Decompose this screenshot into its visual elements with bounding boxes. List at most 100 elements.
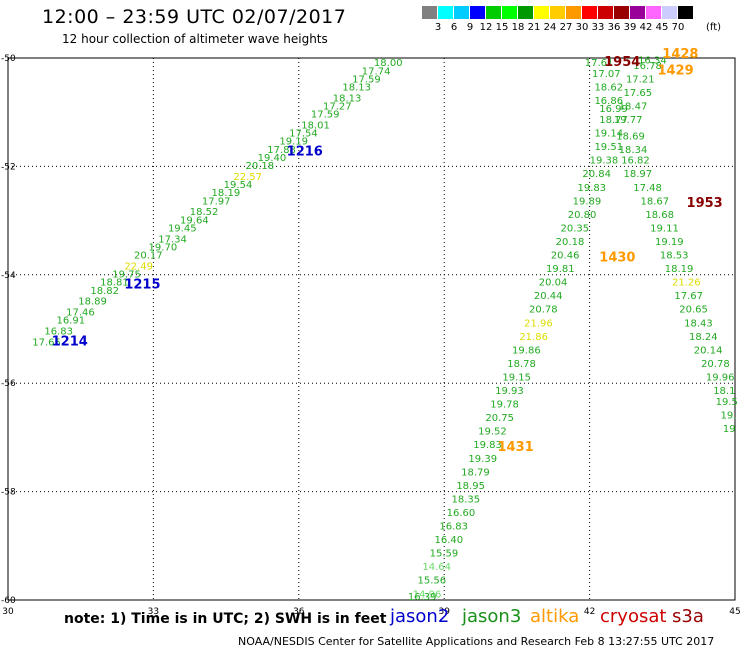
wave-height-label: 20.18 (245, 161, 274, 172)
color-scale-swatch (646, 6, 661, 19)
wave-height-label: 19.96 (706, 372, 735, 383)
chart-title: 12:00 – 23:59 UTC 02/07/2017 (42, 6, 347, 28)
y-tick-label: -60 (1, 596, 16, 606)
wave-height-label: 18.53 (660, 251, 689, 262)
x-tick-label: 36 (293, 607, 305, 617)
chart-note: note: 1) Time is in UTC; 2) SWH is in fe… (64, 611, 387, 627)
color-scale-swatch (614, 6, 629, 19)
wave-height-label: 19.40 (258, 153, 287, 164)
wave-height-label: 16.78 (633, 61, 662, 72)
wave-height-label: 18.47 (619, 101, 648, 112)
wave-height-label: 18.77 (599, 115, 628, 126)
wave-height-label: 18.67 (640, 196, 669, 207)
pass-number-label: 1954 (604, 55, 640, 70)
satellite-legend-altika: altika (530, 606, 580, 627)
satellite-legend-jason2: jason2 (390, 606, 450, 627)
wave-height-label: 20.14 (694, 345, 723, 356)
wave-height-label: 18.19 (665, 264, 694, 275)
pass-number-label: 1428 (662, 47, 698, 62)
wave-height-label: 17.54 (289, 129, 318, 140)
wave-height-label: 18.1 (713, 386, 735, 397)
wave-height-label: 21.86 (519, 332, 548, 343)
x-tick-label: 39 (438, 607, 450, 617)
wave-height-label: 18.79 (461, 467, 490, 478)
wave-height-label: 19.45 (168, 223, 197, 234)
wave-height-label: 19.19 (279, 137, 308, 148)
wave-height-label: 19.52 (478, 427, 507, 438)
wave-height-label: 17.61 (585, 58, 614, 69)
color-scale-label: 70 (671, 22, 685, 33)
color-scale-swatch (598, 6, 613, 19)
wave-height-label: 17.21 (626, 74, 655, 85)
wave-height-label: 19.39 (468, 454, 497, 465)
wave-height-label: 17.48 (633, 183, 662, 194)
wave-height-label: 22.49 (124, 261, 153, 272)
wave-height-label: 16.34 (638, 55, 667, 66)
wave-height-label: 17.97 (202, 196, 231, 207)
color-scale-label: 42 (639, 22, 653, 33)
wave-height-label: 18.34 (619, 145, 648, 156)
wave-height-label: 19.78 (490, 400, 519, 411)
wave-height-label: 17.65 (624, 88, 653, 99)
color-scale-swatch (470, 6, 485, 19)
color-scale-units: (ft) (706, 22, 722, 33)
color-scale-swatch (630, 6, 645, 19)
color-scale-swatch (502, 6, 517, 19)
color-scale-swatch (438, 6, 453, 19)
x-tick-label: 45 (729, 607, 740, 617)
satellite-legend-jason3: jason3 (462, 606, 522, 627)
chart-footer: NOAA/NESDIS Center for Satellite Applica… (238, 635, 715, 648)
wave-height-label: 16.40 (435, 535, 464, 546)
wave-height-label: 21.96 (524, 318, 553, 329)
wave-height-label: 17.34 (158, 234, 187, 245)
wave-height-label: 18.52 (190, 207, 219, 218)
wave-height-label: 14.96 (413, 589, 442, 600)
plot-frame (7, 57, 736, 601)
color-scale-label: 15 (495, 22, 509, 33)
wave-height-label: 19.11 (650, 223, 679, 234)
wave-height-label: 18.78 (507, 359, 536, 370)
y-tick-label: -56 (1, 379, 16, 389)
color-scale-swatch (518, 6, 533, 19)
wave-height-label: 17.59 (352, 74, 381, 85)
color-scale-label: 39 (623, 22, 637, 33)
color-scale-swatch (566, 6, 581, 19)
pass-number-label: 1430 (599, 250, 635, 265)
wave-height-label: 19.19 (655, 237, 684, 248)
wave-height-label: 16.99 (599, 104, 628, 115)
y-tick-label: -52 (1, 162, 16, 172)
wave-height-label: 15.59 (430, 549, 459, 560)
color-scale-label: 21 (527, 22, 541, 33)
wave-height-label: 19.83 (577, 183, 606, 194)
color-scale-swatch (662, 6, 677, 19)
color-scale-swatch (678, 6, 693, 19)
wave-height-label: 15.56 (418, 576, 447, 587)
wave-height-label: 20.46 (551, 251, 580, 262)
color-scale-label: 24 (543, 22, 557, 33)
wave-height-label: 19.89 (573, 196, 602, 207)
wave-height-label: 19.38 (590, 156, 619, 167)
y-tick-label: -54 (1, 271, 16, 281)
pass-number-label: 1429 (657, 63, 693, 78)
wave-height-label: 17.46 (66, 307, 95, 318)
x-tick-label: 30 (2, 607, 14, 617)
color-scale-swatch (422, 6, 437, 19)
wave-height-label: 19.64 (180, 215, 209, 226)
wave-height-label: 17.07 (592, 69, 621, 80)
color-scale-label: 36 (607, 22, 621, 33)
wave-height-label: 18.13 (342, 83, 371, 94)
wave-height-label: 19.83 (473, 440, 502, 451)
wave-height-label: 19.93 (495, 386, 524, 397)
wave-height-label: 20.78 (529, 305, 558, 316)
wave-height-label: 19.54 (224, 180, 253, 191)
wave-height-label: 18.97 (624, 169, 653, 180)
x-tick-label: 42 (584, 607, 595, 617)
wave-height-label: 17.65 (32, 337, 61, 348)
wave-height-label: 17.27 (323, 101, 352, 112)
color-scale-swatch (486, 6, 501, 19)
wave-height-label: 16.86 (594, 96, 623, 107)
color-scale-swatch (534, 6, 549, 19)
wave-height-label: 17.67 (674, 291, 703, 302)
satellite-legend-cryosat: cryosat (600, 606, 667, 627)
wave-height-label: 20.84 (582, 169, 611, 180)
